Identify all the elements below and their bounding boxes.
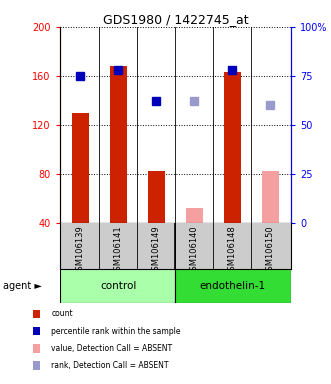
Bar xyxy=(262,171,279,223)
Bar xyxy=(186,208,203,223)
Bar xyxy=(60,269,175,303)
Text: GSM106141: GSM106141 xyxy=(114,225,123,276)
Bar xyxy=(110,66,127,223)
Text: GSM106150: GSM106150 xyxy=(266,225,275,276)
Text: percentile rank within the sample: percentile rank within the sample xyxy=(51,326,181,336)
Text: rank, Detection Call = ABSENT: rank, Detection Call = ABSENT xyxy=(51,361,169,370)
Bar xyxy=(224,72,241,223)
Bar xyxy=(148,171,165,223)
Text: GSM106139: GSM106139 xyxy=(76,225,85,276)
Text: count: count xyxy=(51,309,73,318)
Bar xyxy=(175,269,291,303)
Bar xyxy=(72,113,89,223)
Title: GDS1980 / 1422745_at: GDS1980 / 1422745_at xyxy=(103,13,248,26)
Text: agent ►: agent ► xyxy=(3,281,42,291)
Text: GSM106148: GSM106148 xyxy=(228,225,237,276)
Text: control: control xyxy=(100,281,137,291)
Text: GSM106149: GSM106149 xyxy=(152,225,161,276)
Text: endothelin-1: endothelin-1 xyxy=(199,281,265,291)
Text: GSM106140: GSM106140 xyxy=(190,225,199,276)
Text: value, Detection Call = ABSENT: value, Detection Call = ABSENT xyxy=(51,344,172,353)
